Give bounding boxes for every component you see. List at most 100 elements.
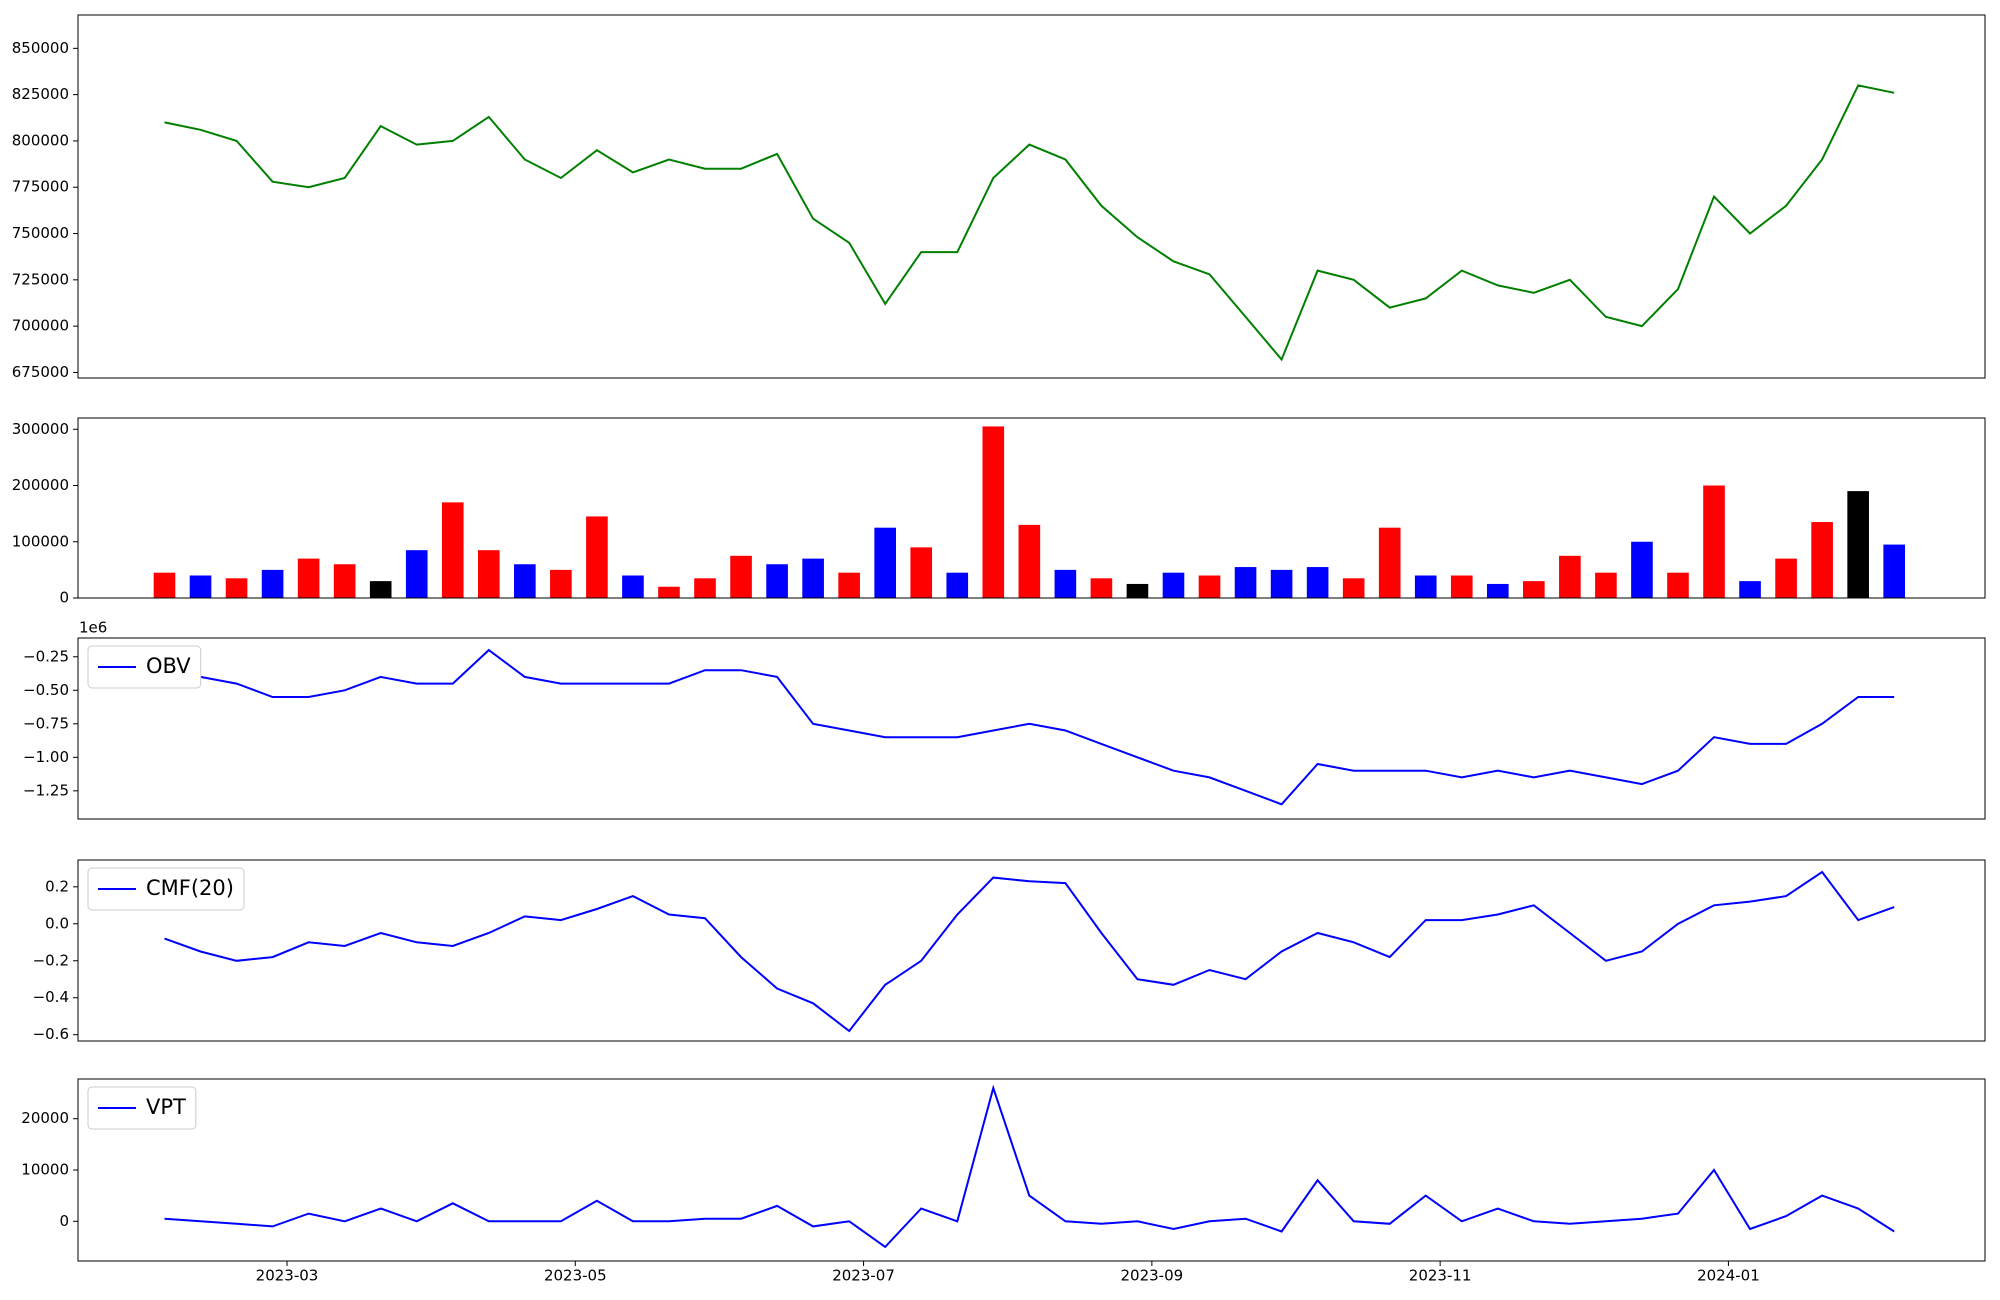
y-tick-label: 200000 [12, 476, 69, 494]
y-tick-label: 800000 [12, 131, 69, 149]
bar [477, 550, 500, 598]
bar [369, 581, 392, 598]
bar [1883, 544, 1906, 598]
legend-box [87, 1086, 197, 1130]
bar [1054, 569, 1077, 598]
legend-box [87, 867, 245, 911]
bar [1234, 567, 1257, 598]
bar [730, 555, 752, 598]
bar [802, 558, 824, 598]
bar [261, 569, 284, 598]
bar [658, 586, 680, 598]
y-tick-label: 20000 [21, 1109, 69, 1127]
bar [1559, 555, 1581, 598]
legend: CMF(20) [87, 867, 245, 911]
bar [1378, 527, 1401, 598]
bar [1631, 541, 1653, 598]
bar [441, 502, 464, 598]
y-tick-label: −1.00 [23, 748, 69, 766]
x-tick-label: 2023-03 [256, 1267, 319, 1285]
x-tick-label: 2023-07 [832, 1267, 895, 1285]
offset-label: 1e6 [79, 619, 107, 637]
legend-box [87, 645, 202, 689]
bar [189, 575, 212, 598]
bar [1595, 572, 1617, 598]
y-tick-label: −0.75 [23, 714, 69, 732]
bar [1450, 575, 1473, 598]
bar [1703, 485, 1725, 598]
bar [946, 572, 969, 598]
bar [514, 564, 536, 598]
bar [1775, 558, 1797, 598]
line [164, 870, 1895, 1033]
bar [910, 547, 933, 598]
y-tick-label: 100000 [12, 532, 69, 550]
legend-label: VPT [146, 1095, 186, 1119]
legend: VPT [87, 1086, 197, 1130]
bar [1198, 575, 1221, 598]
line [164, 648, 1895, 806]
y-tick-label: 825000 [12, 85, 69, 103]
bar [333, 564, 356, 598]
y-tick-label: 300000 [12, 420, 69, 438]
bar [874, 527, 897, 598]
bar [297, 558, 320, 598]
y-tick-label: 675000 [12, 363, 69, 381]
x-tick-label: 2023-09 [1121, 1267, 1184, 1285]
y-tick-label: 0 [59, 589, 69, 607]
line [164, 84, 1895, 362]
line [164, 1084, 1895, 1249]
y-tick-label: 700000 [12, 317, 69, 335]
legend: OBV [87, 645, 202, 689]
plot-frame [77, 1078, 1986, 1262]
bar [622, 575, 644, 598]
bar [1090, 578, 1113, 598]
bar [586, 516, 608, 598]
y-tick-label: 0.0 [45, 914, 69, 932]
plot-frame [77, 417, 1986, 599]
x-tick-label: 2023-05 [544, 1267, 607, 1285]
bar [405, 550, 428, 598]
bar [1847, 491, 1869, 598]
x-tick-label: 2023-11 [1409, 1267, 1472, 1285]
bar [1126, 583, 1149, 598]
bar [1018, 524, 1041, 598]
plot-frame [77, 859, 1986, 1042]
bar [766, 564, 788, 598]
bar [694, 578, 716, 598]
y-tick-label: 775000 [12, 178, 69, 196]
legend-label: CMF(20) [146, 876, 234, 900]
legend-label: OBV [146, 654, 191, 678]
y-tick-label: 750000 [12, 224, 69, 242]
bar [1811, 522, 1833, 598]
y-tick-label: 10000 [21, 1161, 69, 1179]
bar [1667, 572, 1689, 598]
y-tick-label: 0 [59, 1212, 69, 1230]
y-tick-label: −0.6 [33, 1025, 69, 1043]
bar [1486, 583, 1509, 598]
bar [1414, 575, 1437, 598]
plot-frame [77, 14, 1986, 379]
y-tick-label: 850000 [12, 39, 69, 57]
x-tick-label: 2024-01 [1697, 1267, 1760, 1285]
y-tick-label: 725000 [12, 270, 69, 288]
y-tick-label: 0.2 [45, 877, 69, 895]
bar [1739, 581, 1761, 598]
bar [153, 572, 176, 598]
plot-frame [77, 637, 1986, 820]
bar [838, 572, 860, 598]
bar [225, 578, 248, 598]
y-tick-label: −0.2 [33, 951, 69, 969]
bar [1523, 581, 1545, 598]
y-tick-label: −0.50 [23, 681, 69, 699]
bar [550, 569, 572, 598]
y-tick-label: −1.25 [23, 781, 69, 799]
y-tick-label: −0.4 [33, 988, 69, 1006]
bar [1162, 572, 1185, 598]
bar [982, 426, 1005, 598]
bar [1270, 569, 1293, 598]
y-tick-label: −0.25 [23, 647, 69, 665]
bar [1306, 567, 1329, 598]
bar [1342, 578, 1365, 598]
